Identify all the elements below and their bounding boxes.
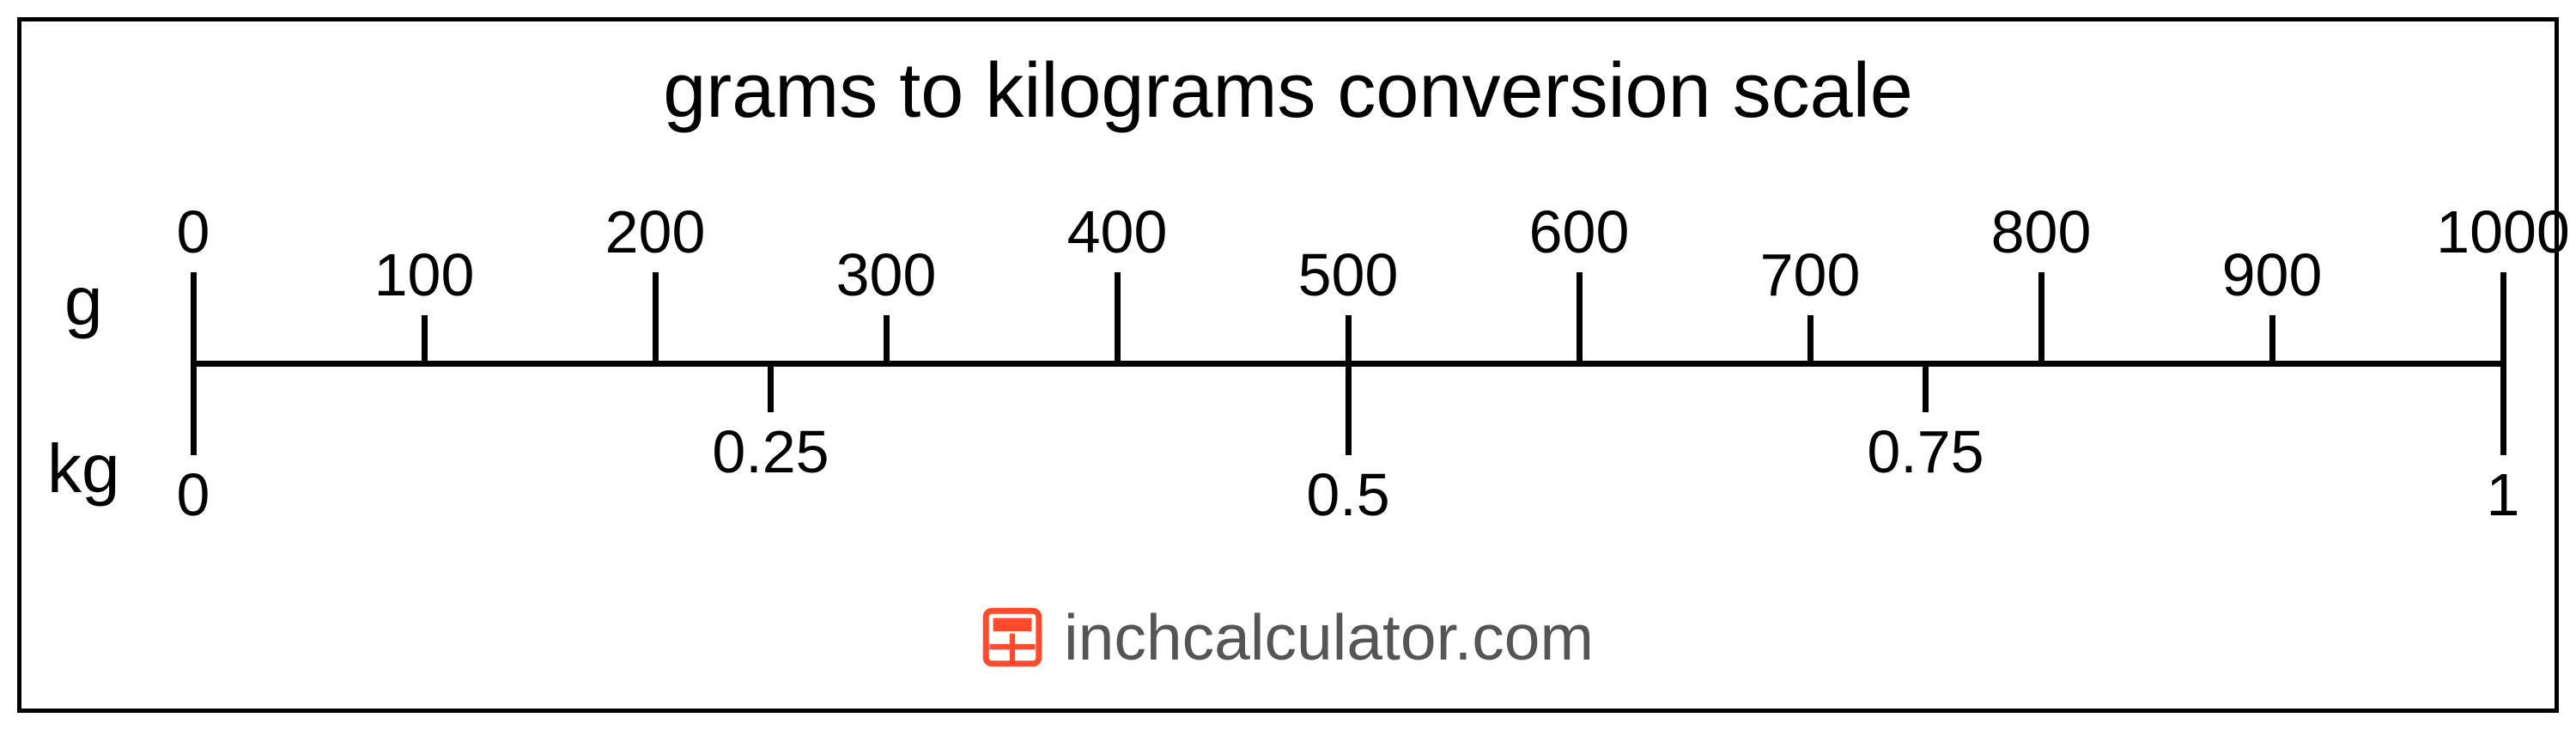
top-tick bbox=[2038, 272, 2044, 367]
calculator-icon bbox=[982, 607, 1042, 667]
top-tick-label: 200 bbox=[605, 198, 706, 266]
top-tick-label: 1000 bbox=[2436, 198, 2570, 266]
top-tick-label: 900 bbox=[2222, 240, 2323, 309]
top-tick-label: 800 bbox=[1991, 198, 2092, 266]
top-tick bbox=[422, 315, 428, 367]
top-tick bbox=[191, 272, 197, 367]
bottom-tick-label: 0.25 bbox=[712, 417, 829, 486]
bottom-tick bbox=[768, 361, 774, 412]
bottom-tick-label: 0.75 bbox=[1867, 417, 1984, 486]
chart-title: grams to kilograms conversion scale bbox=[21, 47, 2555, 136]
unit-label-kilograms: kg bbox=[47, 429, 120, 508]
top-tick bbox=[1346, 315, 1352, 367]
top-tick-label: 0 bbox=[177, 198, 210, 266]
top-tick bbox=[884, 315, 890, 367]
bottom-tick bbox=[1346, 361, 1352, 455]
footer-text: inchcalculator.com bbox=[1064, 600, 1594, 674]
top-tick-label: 300 bbox=[836, 240, 937, 309]
top-tick bbox=[1807, 315, 1814, 367]
scale-container: g kg 01002003004005006007008009001000 00… bbox=[21, 163, 2555, 550]
top-tick-label: 100 bbox=[374, 240, 475, 309]
bottom-tick bbox=[2500, 361, 2506, 455]
bottom-tick bbox=[191, 361, 197, 455]
top-tick bbox=[2269, 315, 2275, 367]
top-tick bbox=[1577, 272, 1583, 367]
bottom-tick bbox=[1923, 361, 1929, 412]
bottom-tick-label: 0 bbox=[177, 460, 210, 529]
top-tick bbox=[1115, 272, 1121, 367]
top-tick-label: 700 bbox=[1760, 240, 1861, 309]
top-tick bbox=[653, 272, 659, 367]
top-tick bbox=[2500, 272, 2506, 367]
top-tick-label: 400 bbox=[1067, 198, 1168, 266]
outer-frame: grams to kilograms conversion scale g kg… bbox=[17, 17, 2559, 713]
unit-label-grams: g bbox=[64, 262, 103, 341]
top-tick-label: 600 bbox=[1529, 198, 1630, 266]
bottom-tick-label: 0.5 bbox=[1306, 460, 1389, 529]
bottom-tick-label: 1 bbox=[2487, 460, 2520, 529]
top-tick-label: 500 bbox=[1298, 240, 1399, 309]
footer: inchcalculator.com bbox=[21, 600, 2555, 674]
